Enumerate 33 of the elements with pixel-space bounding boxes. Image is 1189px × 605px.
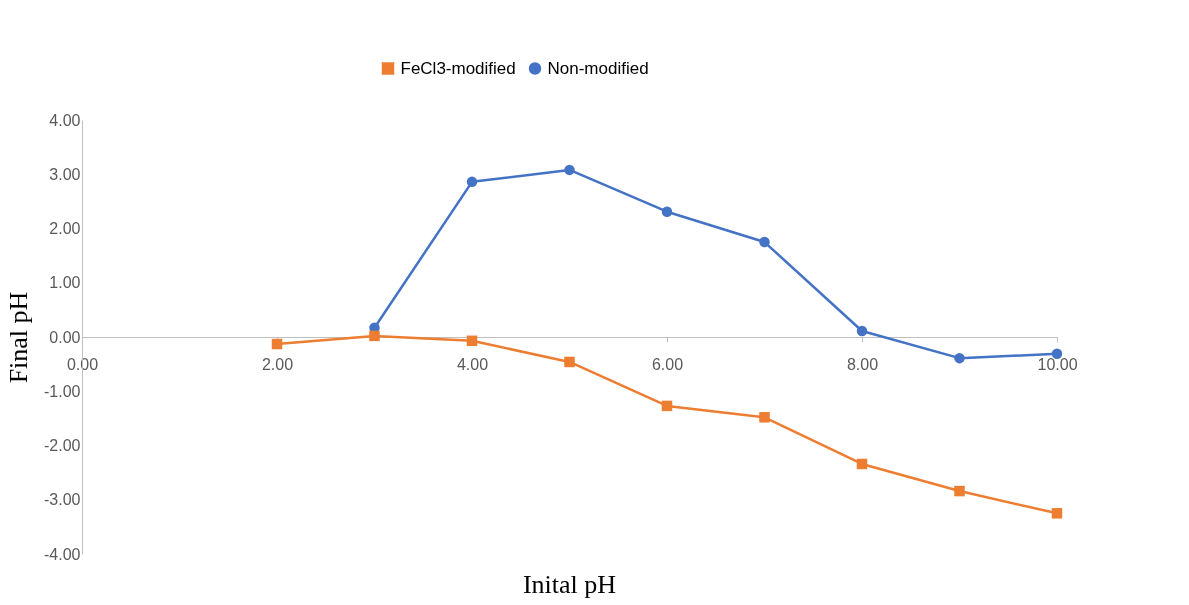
y-tick-label: -2.00 — [44, 437, 81, 454]
point — [564, 164, 575, 176]
y-tick-label: 0.00 — [49, 328, 81, 346]
y-tick-label: -4.00 — [44, 545, 81, 563]
y-tick-label: 4.00 — [49, 111, 81, 129]
point — [466, 335, 478, 347]
y-tick-label: 2.00 — [49, 220, 81, 237]
legend-label: FeCl3-modified — [400, 58, 516, 78]
point — [759, 236, 770, 248]
point — [369, 330, 380, 342]
y-tick-label: -3.00 — [44, 491, 81, 509]
point — [856, 325, 868, 337]
point — [1051, 508, 1063, 519]
point — [564, 356, 575, 368]
point — [271, 338, 283, 350]
point — [954, 352, 965, 364]
point — [661, 400, 673, 412]
point — [759, 412, 770, 423]
y-axis-title: Final pH — [4, 291, 34, 384]
x-tick-label: 6.00 — [651, 355, 684, 373]
x-tick-label: 2.00 — [261, 355, 294, 373]
x-tick-label: 8.00 — [846, 355, 879, 373]
legend-label: Non-modified — [547, 58, 649, 78]
y-tick-label: -1.00 — [44, 382, 81, 400]
x-axis-title: Inital pH — [522, 570, 617, 599]
x-tick-label: 10.00 — [1037, 355, 1078, 373]
y-tick-label: 1.00 — [49, 274, 81, 292]
point — [466, 176, 478, 188]
x-tick-label: 4.00 — [456, 355, 489, 373]
point — [856, 458, 868, 470]
point — [954, 485, 965, 497]
point — [661, 206, 673, 217]
y-tick-label: 3.00 — [49, 165, 81, 183]
